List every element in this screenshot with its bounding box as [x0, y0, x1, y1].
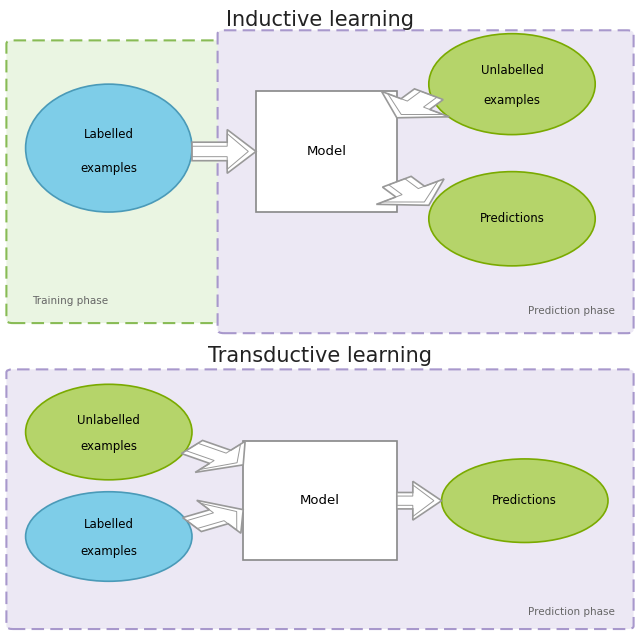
- FancyBboxPatch shape: [6, 41, 339, 323]
- Text: Inductive learning: Inductive learning: [226, 10, 414, 30]
- Text: Unlabelled: Unlabelled: [77, 413, 140, 427]
- Text: Unlabelled: Unlabelled: [481, 64, 543, 77]
- FancyBboxPatch shape: [218, 30, 634, 333]
- Text: Model: Model: [307, 145, 346, 158]
- Polygon shape: [381, 89, 449, 118]
- Polygon shape: [182, 441, 245, 472]
- Text: examples: examples: [80, 441, 138, 453]
- Polygon shape: [376, 177, 444, 205]
- Ellipse shape: [26, 84, 192, 212]
- Ellipse shape: [26, 491, 192, 581]
- Text: Predictions: Predictions: [492, 494, 557, 507]
- Text: Labelled: Labelled: [84, 518, 134, 531]
- FancyBboxPatch shape: [6, 370, 634, 629]
- Polygon shape: [397, 481, 442, 520]
- FancyBboxPatch shape: [243, 441, 397, 561]
- Text: Labelled: Labelled: [84, 128, 134, 141]
- Text: examples: examples: [483, 95, 541, 107]
- Text: Training phase: Training phase: [32, 297, 108, 306]
- Polygon shape: [182, 500, 243, 533]
- Text: examples: examples: [80, 162, 138, 175]
- Polygon shape: [192, 130, 256, 173]
- FancyBboxPatch shape: [256, 91, 397, 212]
- Text: Model: Model: [300, 494, 340, 507]
- Ellipse shape: [442, 459, 608, 542]
- Ellipse shape: [26, 384, 192, 480]
- Text: Transductive learning: Transductive learning: [208, 345, 432, 366]
- Text: Prediction phase: Prediction phase: [527, 607, 614, 617]
- Text: Prediction phase: Prediction phase: [527, 306, 614, 316]
- Ellipse shape: [429, 171, 595, 266]
- Text: examples: examples: [80, 545, 138, 558]
- Text: Predictions: Predictions: [479, 212, 545, 225]
- Ellipse shape: [429, 34, 595, 135]
